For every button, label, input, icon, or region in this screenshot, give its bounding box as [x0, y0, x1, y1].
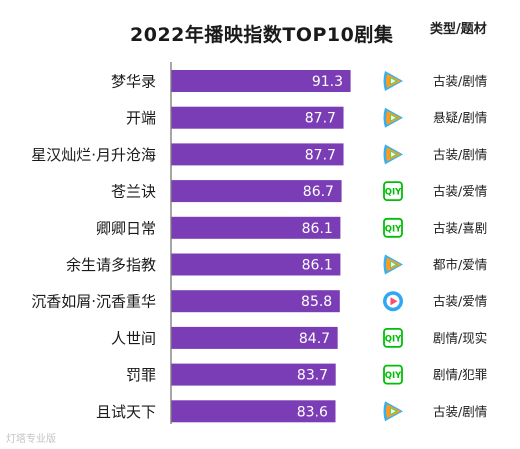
iqiyi-icon: QIY — [383, 327, 403, 348]
category-label: 且试天下 — [96, 403, 156, 421]
data-label: 85.8 — [301, 294, 332, 310]
data-label: 87.7 — [305, 147, 336, 163]
bar — [171, 70, 351, 92]
bar — [171, 253, 341, 276]
svg-text:QIY: QIY — [385, 224, 402, 234]
genre-label: 剧情/现实 — [433, 330, 487, 345]
category-label: 沉香如屑·沉香重华 — [31, 293, 156, 311]
chart-title: 2022年播映指数TOP10剧集 — [130, 24, 394, 46]
genre-column-header: 类型/题材 — [430, 22, 487, 37]
category-label: 梦华录 — [111, 73, 156, 91]
category-label: 开端 — [126, 109, 156, 127]
bar — [171, 180, 342, 203]
category-label: 人世间 — [111, 329, 156, 347]
svg-text:QIY: QIY — [385, 371, 402, 381]
bar — [171, 143, 344, 166]
tencent-video-icon — [383, 71, 403, 91]
genre-label: 古装/喜剧 — [433, 220, 487, 235]
genre-label: 古装/剧情 — [433, 404, 487, 419]
category-label: 罚罪 — [126, 366, 156, 384]
tencent-video-icon — [383, 107, 403, 128]
bar — [171, 290, 340, 313]
bar — [171, 216, 341, 239]
svg-text:QIY: QIY — [385, 188, 402, 198]
genre-label: 悬疑/剧情 — [433, 110, 487, 125]
category-label: 苍兰诀 — [111, 183, 156, 201]
bar — [171, 400, 336, 423]
iqiyi-icon: QIY — [383, 181, 403, 202]
iqiyi-icon: QIY — [383, 217, 403, 238]
genre-label: 古装/剧情 — [433, 74, 487, 89]
category-label: 余生请多指教 — [66, 256, 156, 274]
genre-label: 都市/爱情 — [433, 257, 487, 272]
genre-label: 剧情/犯罪 — [433, 367, 487, 382]
tencent-video-icon — [383, 144, 403, 165]
bar — [171, 363, 336, 386]
data-label: 87.7 — [305, 111, 336, 127]
bar — [171, 106, 344, 129]
data-label: 86.7 — [303, 184, 334, 200]
genre-label: 古装/爱情 — [433, 294, 487, 309]
tencent-video-icon — [383, 254, 403, 275]
data-label: 86.1 — [302, 258, 333, 274]
data-label: 86.1 — [302, 221, 333, 237]
tencent-video-icon — [383, 401, 403, 422]
data-label: 83.7 — [297, 368, 328, 384]
genre-label: 古装/爱情 — [433, 184, 487, 199]
iqiyi-icon: QIY — [383, 364, 403, 385]
data-label: 83.6 — [297, 404, 328, 420]
genre-label: 古装/剧情 — [433, 147, 487, 162]
category-label: 星汉灿烂·月升沧海 — [31, 146, 156, 164]
youku-icon — [383, 291, 403, 312]
svg-text:QIY: QIY — [385, 334, 402, 344]
category-label: 卿卿日常 — [96, 219, 156, 237]
bar — [171, 326, 338, 349]
data-label: 91.3 — [312, 74, 343, 90]
data-label: 84.7 — [299, 331, 330, 347]
watermark: 灯塔专业版 — [6, 434, 56, 445]
